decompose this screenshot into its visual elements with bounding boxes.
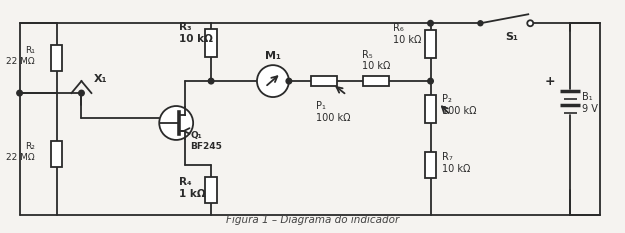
Text: R₁
22 MΩ: R₁ 22 MΩ <box>6 46 34 66</box>
Circle shape <box>478 21 483 26</box>
Bar <box>205 177 217 203</box>
Text: R₂
22 MΩ: R₂ 22 MΩ <box>6 142 34 162</box>
Bar <box>424 95 436 123</box>
Text: Q₁
BF245: Q₁ BF245 <box>190 131 222 151</box>
Text: M₁: M₁ <box>265 51 281 61</box>
Circle shape <box>286 78 292 84</box>
Bar <box>51 45 62 71</box>
Text: B₁
9 V: B₁ 9 V <box>582 92 598 114</box>
Text: R₅
10 kΩ: R₅ 10 kΩ <box>362 50 390 71</box>
Circle shape <box>428 78 433 84</box>
Bar <box>205 29 217 57</box>
Bar <box>51 141 62 167</box>
Text: S₁: S₁ <box>505 32 518 42</box>
Circle shape <box>79 90 84 96</box>
Circle shape <box>528 20 533 26</box>
Text: Figura 1 – Diagrama do indicador: Figura 1 – Diagrama do indicador <box>226 215 399 225</box>
Bar <box>424 30 436 58</box>
Text: P₂
100 kΩ: P₂ 100 kΩ <box>442 94 477 116</box>
Text: R₆
10 kΩ: R₆ 10 kΩ <box>392 24 421 45</box>
Circle shape <box>17 90 22 96</box>
Bar <box>424 152 436 178</box>
Circle shape <box>257 65 289 97</box>
Circle shape <box>159 106 193 140</box>
Bar <box>311 76 337 86</box>
Text: R₃
10 kΩ: R₃ 10 kΩ <box>179 22 213 44</box>
Circle shape <box>428 21 433 26</box>
Text: X₁: X₁ <box>93 74 107 84</box>
Text: +: + <box>545 75 556 88</box>
Circle shape <box>208 78 214 84</box>
Text: P₁
100 kΩ: P₁ 100 kΩ <box>316 101 351 123</box>
Bar <box>362 76 389 86</box>
Text: R₄
1 kΩ: R₄ 1 kΩ <box>179 177 206 199</box>
Text: R₇
10 kΩ: R₇ 10 kΩ <box>442 152 471 174</box>
